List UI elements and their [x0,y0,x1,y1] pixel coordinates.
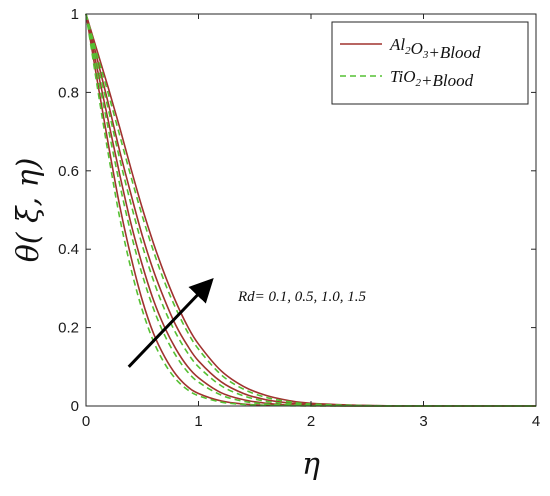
legend-label: TiO2+Blood [390,67,474,90]
y-tick-label: 0.4 [58,241,79,258]
y-tick-label: 0 [71,398,79,415]
y-tick-label: 0.6 [58,163,79,180]
annotation-label: Rd= 0.1, 0.5, 1.0, 1.5 [237,289,367,305]
annotation-arrow [127,277,214,368]
series-line-tio2-rd-1-5 [85,13,537,407]
x-axis-label: η [302,447,320,482]
y-tick-label: 0.2 [58,320,79,337]
legend-box [331,21,529,105]
series-line-tio2-rd-0-5 [85,13,536,407]
x-tick-label: 3 [419,413,427,430]
y-tick-label: 0.8 [58,84,79,101]
x-tick-label: 1 [194,413,202,430]
y-tick-label: 1 [71,6,79,23]
y-axis: 0 0.2 0.4 0.6 0.8 1 [58,6,536,415]
legend: Al2O3+Blood TiO2+Blood [331,21,529,105]
series-layer [85,13,537,407]
legend-label: Al2O3+Blood [389,35,481,62]
x-tick-label: 2 [307,413,315,430]
annotation: Rd= 0.1, 0.5, 1.0, 1.5 [127,277,367,368]
series-line-tio2-rd-1 [85,13,537,407]
x-axis: 0 1 2 3 4 [82,14,540,430]
x-tick-label: 0 [82,413,90,430]
x-tick-label: 4 [532,413,540,430]
y-axis-label: θ( ξ, η) [11,158,46,263]
